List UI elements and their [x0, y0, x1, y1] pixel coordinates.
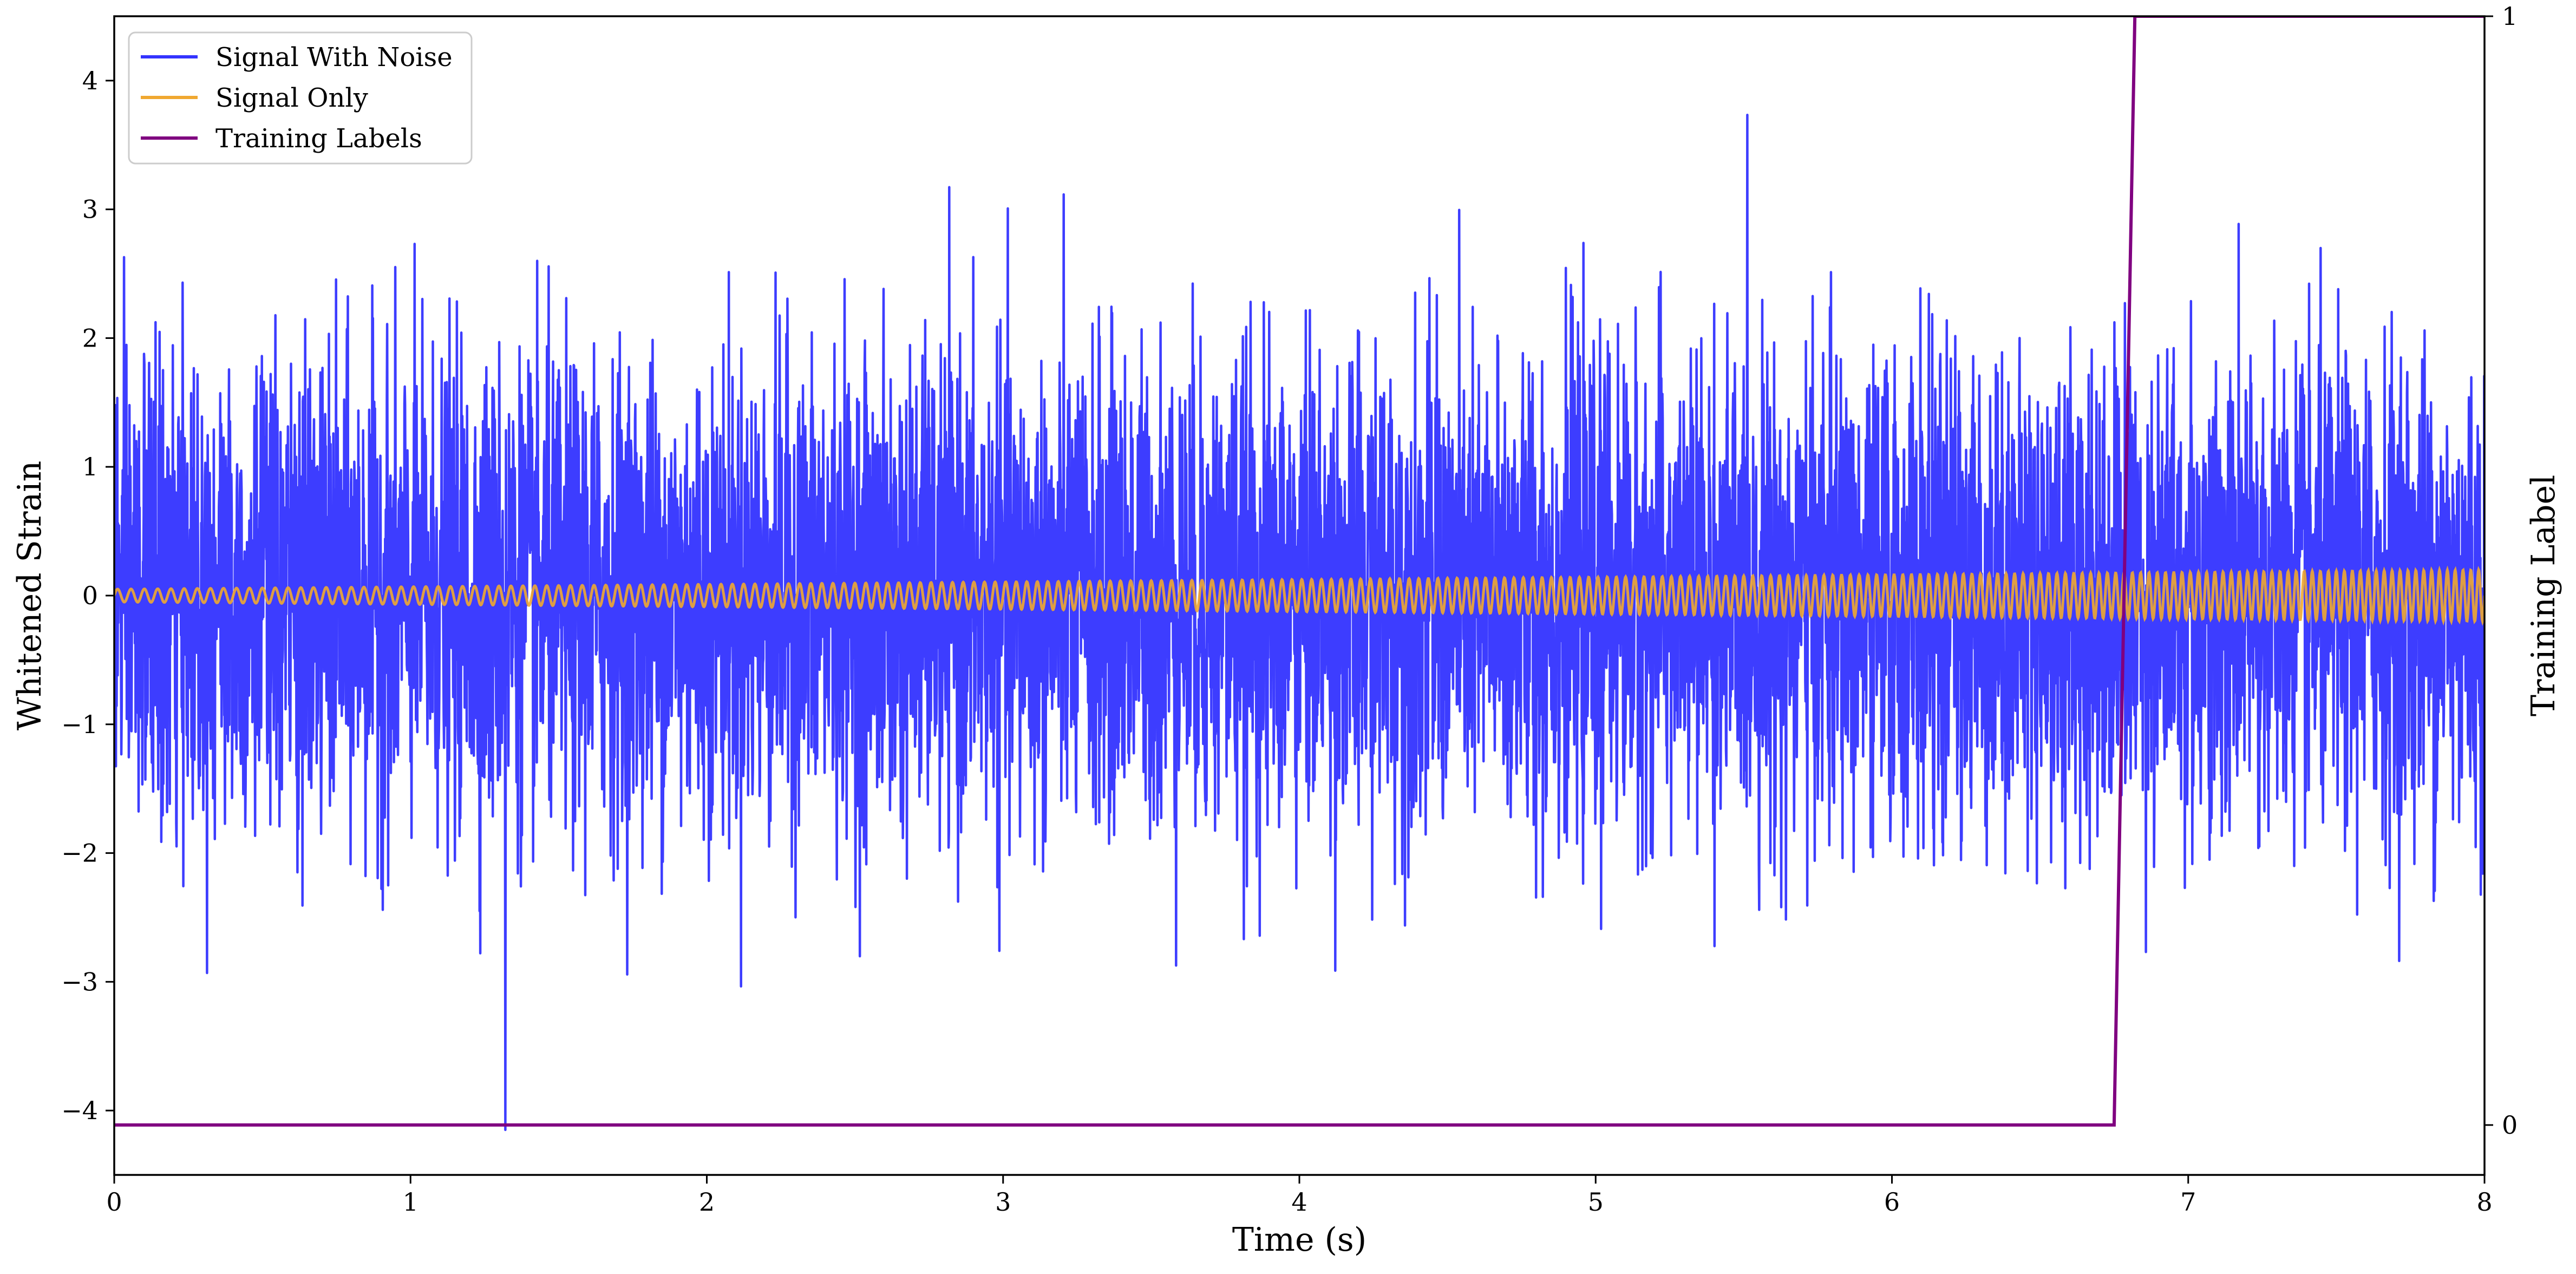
legend-label-signal-only: Signal Only: [215, 83, 368, 113]
y-tick-label: −4: [61, 1096, 98, 1125]
x-tick-label: 0: [106, 1187, 122, 1217]
y-tick-label: 0: [82, 581, 98, 610]
y2-tick-label: 1: [2502, 2, 2518, 31]
y-axis-right: 01: [2485, 2, 2518, 1140]
x-tick-label: 3: [995, 1187, 1011, 1217]
x-tick-label: 4: [1291, 1187, 1307, 1217]
y-tick-label: 1: [82, 452, 98, 481]
plot-area: [114, 16, 2485, 1132]
y-tick-label: 2: [82, 323, 98, 352]
y-axis-left: −4 −3 −2 −1 0 1 2 3 4: [61, 66, 114, 1125]
y-axis-label: Whitened Strain: [11, 461, 49, 730]
legend-label-training-labels: Training Labels: [215, 123, 422, 154]
y2-axis-label: Training Label: [2525, 475, 2562, 716]
y2-tick-label: 0: [2502, 1110, 2518, 1140]
x-tick-label: 2: [699, 1187, 715, 1217]
y-tick-label: −2: [61, 839, 98, 868]
series-signal-with-noise: [114, 113, 2485, 1132]
x-tick-label: 5: [1588, 1187, 1604, 1217]
series-signal-only: [114, 565, 2485, 626]
y-tick-label: −3: [61, 967, 98, 996]
x-tick-label: 8: [2476, 1187, 2492, 1217]
legend: Signal With Noise Signal Only Training L…: [128, 31, 473, 165]
x-tick-label: 7: [2180, 1187, 2196, 1217]
series-training-labels: [114, 16, 2485, 1127]
legend-label-signal-with-noise: Signal With Noise: [215, 42, 453, 73]
x-tick-label: 1: [403, 1187, 419, 1217]
legend-box: [128, 31, 473, 165]
y-tick-label: −1: [61, 710, 98, 739]
x-tick-label: 6: [1884, 1187, 1900, 1217]
x-axis: 0 1 2 3 4 5 6 7 8: [106, 1175, 2493, 1217]
x-axis-label: Time (s): [1232, 1221, 1367, 1259]
y-tick-label: 3: [82, 195, 98, 224]
y-tick-label: 4: [82, 66, 98, 95]
